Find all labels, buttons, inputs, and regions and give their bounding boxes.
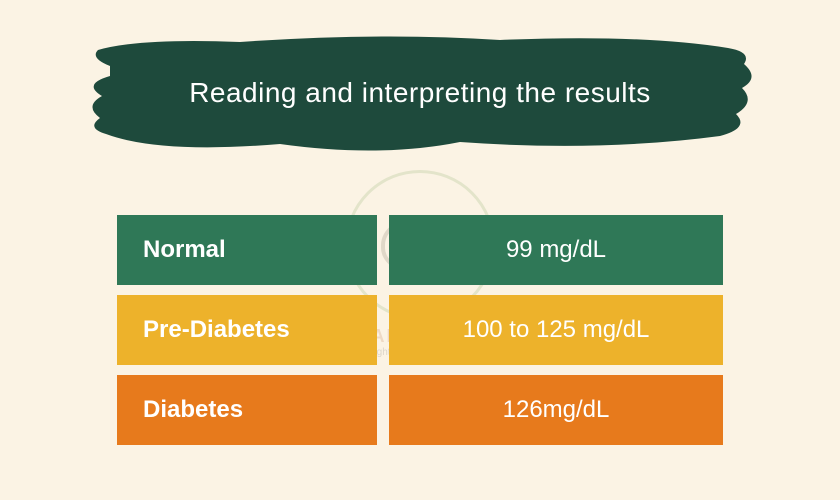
- table-row: Pre-Diabetes 100 to 125 mg/dL: [117, 295, 723, 365]
- table-row: Diabetes 126mg/dL: [117, 375, 723, 445]
- row-value-diabetes: 126mg/dL: [389, 375, 723, 445]
- page-title: Reading and interpreting the results: [80, 28, 760, 158]
- title-banner: Reading and interpreting the results: [80, 28, 760, 158]
- row-value-prediabetes: 100 to 125 mg/dL: [389, 295, 723, 365]
- results-table: Normal 99 mg/dL Pre-Diabetes 100 to 125 …: [117, 215, 723, 455]
- row-value-normal: 99 mg/dL: [389, 215, 723, 285]
- row-label-diabetes: Diabetes: [117, 375, 377, 445]
- table-row: Normal 99 mg/dL: [117, 215, 723, 285]
- row-label-normal: Normal: [117, 215, 377, 285]
- row-label-prediabetes: Pre-Diabetes: [117, 295, 377, 365]
